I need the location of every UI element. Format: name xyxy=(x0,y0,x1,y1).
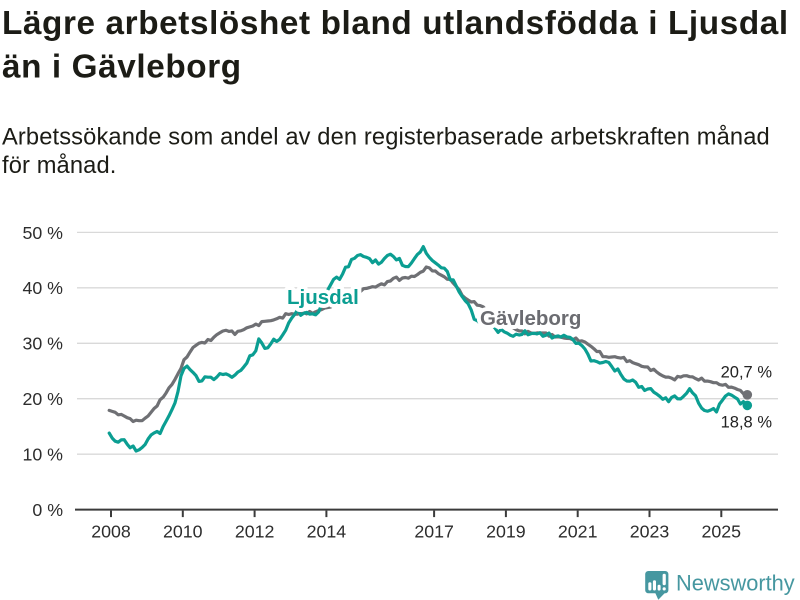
svg-text:2019: 2019 xyxy=(486,521,526,541)
svg-text:än i Gävleborg: än i Gävleborg xyxy=(2,49,242,86)
svg-text:Newsworthy: Newsworthy xyxy=(676,570,795,595)
svg-text:2008: 2008 xyxy=(91,521,131,541)
svg-text:Ljusdal: Ljusdal xyxy=(287,286,359,309)
svg-text:2012: 2012 xyxy=(235,521,275,541)
svg-text:2025: 2025 xyxy=(702,521,742,541)
svg-text:2014: 2014 xyxy=(307,521,347,541)
svg-text:10 %: 10 % xyxy=(22,445,63,465)
svg-text:20,7 %: 20,7 % xyxy=(721,363,773,381)
svg-text:2023: 2023 xyxy=(630,521,670,541)
svg-text:50 %: 50 % xyxy=(22,223,63,243)
svg-text:Gävleborg: Gävleborg xyxy=(480,307,581,330)
svg-text:Lägre arbetslöshet bland utlan: Lägre arbetslöshet bland utlandsfödda i … xyxy=(2,5,789,42)
svg-text:40 %: 40 % xyxy=(22,278,63,298)
svg-text:2017: 2017 xyxy=(414,521,454,541)
svg-text:30 %: 30 % xyxy=(22,334,63,354)
svg-text:18,8 %: 18,8 % xyxy=(721,414,773,432)
svg-text:2021: 2021 xyxy=(558,521,598,541)
svg-text:Arbetssökande som andel av den: Arbetssökande som andel av den registerb… xyxy=(2,124,770,151)
svg-text:0 %: 0 % xyxy=(32,500,63,520)
svg-text:för månad.: för månad. xyxy=(2,152,116,179)
svg-text:2010: 2010 xyxy=(163,521,203,541)
svg-text:20 %: 20 % xyxy=(22,389,63,409)
